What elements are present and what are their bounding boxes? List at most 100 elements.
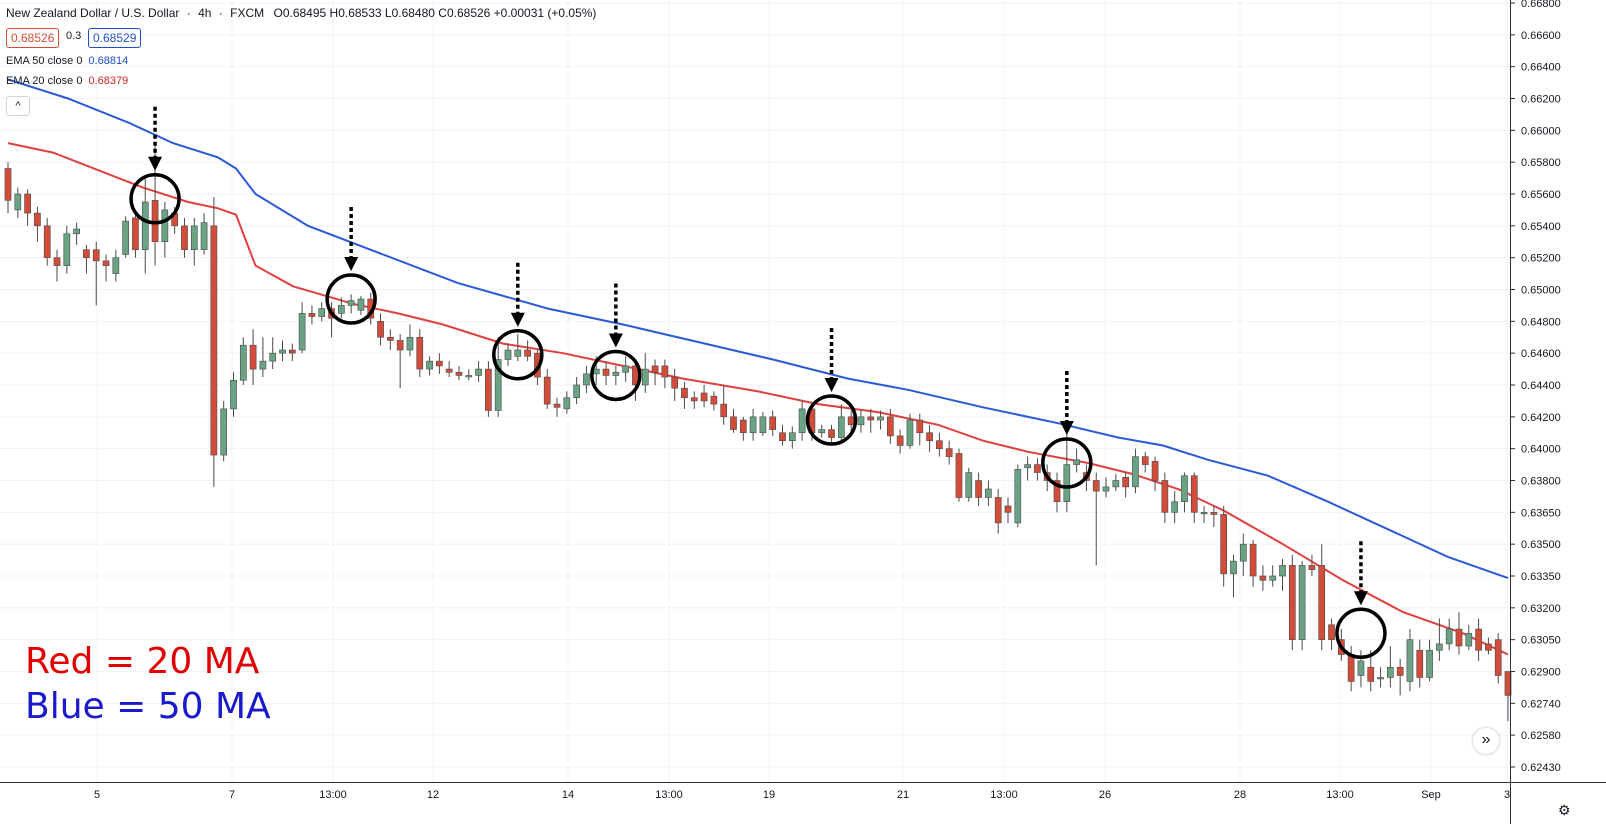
candle-body (34, 212, 41, 227)
candle-body (426, 360, 433, 370)
signal-marker (129, 106, 181, 225)
candle-body (867, 416, 875, 421)
candle-body (141, 201, 149, 251)
time-tick-label: Sep (1421, 789, 1441, 801)
signal-marker (1335, 541, 1387, 660)
candle-body (63, 233, 71, 266)
candle (1220, 505, 1228, 587)
double-chevron-right-icon: » (1481, 731, 1491, 748)
candle (1230, 554, 1237, 598)
price-tick-label: 0.66000 (1521, 125, 1561, 137)
candle-body (896, 435, 904, 446)
candle (1141, 451, 1149, 473)
candle-body (749, 416, 757, 434)
price-tick-label: 0.62900 (1521, 667, 1561, 679)
scroll-to-realtime-button[interactable]: » (1473, 728, 1499, 754)
ema50-legend-value: 0.68814 (88, 55, 129, 67)
candle (249, 329, 257, 385)
ema50-legend[interactable]: EMA 50 close 0 0.68814 (6, 55, 128, 67)
candle (641, 353, 649, 393)
candle (602, 361, 610, 385)
ema50-legend-label: EMA 50 close 0 (6, 55, 83, 67)
candle (1073, 448, 1080, 473)
candle-body (994, 497, 1002, 524)
price-tick-label: 0.64000 (1521, 444, 1561, 456)
candle-body (475, 368, 482, 376)
candle (583, 365, 590, 393)
ema50-line-layer (7, 78, 1509, 580)
interval-label[interactable]: 4h (198, 6, 212, 20)
signal-arrow-head (148, 156, 163, 171)
candle (387, 329, 394, 350)
time-tick-label: 7 (229, 789, 235, 801)
candle-body (14, 193, 22, 211)
gear-icon[interactable]: ⚙ (1558, 802, 1571, 818)
candle-body (161, 209, 169, 243)
candle (53, 249, 61, 282)
candle-body (1455, 628, 1463, 647)
candle (1396, 658, 1404, 696)
candle (965, 467, 973, 502)
bid-price-button[interactable]: 0.68526 (6, 28, 60, 48)
candle (288, 343, 296, 362)
candle-body (543, 376, 551, 405)
candle (867, 408, 875, 433)
candle-body (112, 257, 120, 274)
candle (798, 400, 806, 441)
candle (1406, 629, 1414, 692)
candle (337, 297, 345, 319)
exchange-label: FXCM (230, 6, 265, 20)
candle-body (269, 352, 277, 362)
candle-body (1436, 643, 1443, 651)
candle (112, 249, 120, 282)
candle-body (1181, 475, 1188, 503)
candle-body (259, 360, 267, 370)
ask-price-button[interactable]: 0.68529 (88, 28, 142, 48)
candle (1034, 458, 1041, 481)
candle-body (1249, 543, 1257, 577)
candle-body (1122, 477, 1129, 488)
collapse-legend-button[interactable]: ^ (6, 96, 30, 116)
candle (377, 313, 384, 346)
candle (1200, 505, 1208, 523)
candle-body (965, 472, 973, 498)
candle (681, 381, 688, 409)
candle-body (53, 257, 61, 266)
candle-body (190, 225, 198, 251)
candle-body (337, 305, 345, 314)
candle (161, 201, 169, 258)
price-tick-label: 0.66800 (1521, 0, 1561, 10)
candle (612, 365, 620, 385)
candle-body (739, 419, 747, 434)
candle (347, 294, 355, 314)
candle-body (1132, 456, 1139, 488)
candle-body (1288, 565, 1296, 640)
price-tick-label: 0.64200 (1521, 412, 1561, 424)
candle (1377, 667, 1384, 688)
signal-arrow-head (824, 378, 839, 393)
time-tick-label: 19 (763, 789, 775, 801)
candle (1426, 639, 1433, 682)
candle-body (985, 488, 992, 498)
candle-body (102, 260, 110, 266)
time-tick-label: 13:00 (655, 789, 683, 801)
candle-body (1151, 461, 1159, 481)
bid-price-value: 0.68526 (11, 31, 55, 45)
candle (1465, 624, 1473, 651)
signal-arrow-head (1059, 420, 1074, 435)
price-tick-label: 0.62430 (1521, 762, 1561, 774)
candle-body (1445, 628, 1453, 645)
candle-body (1308, 565, 1316, 570)
candle-body (651, 365, 659, 373)
symbol-name[interactable]: New Zealand Dollar / U.S. Dollar (6, 6, 180, 20)
candle-body (1063, 464, 1071, 503)
price-tick-label: 0.65600 (1521, 189, 1561, 201)
candle-body (1034, 464, 1041, 473)
ema20-line (7, 142, 1509, 656)
ema20-legend[interactable]: EMA 20 close 0 0.68379 (6, 75, 128, 87)
price-tick-label: 0.65000 (1521, 285, 1561, 297)
signal-marker (1041, 370, 1093, 489)
candle-body (671, 376, 679, 389)
candle (514, 334, 522, 362)
